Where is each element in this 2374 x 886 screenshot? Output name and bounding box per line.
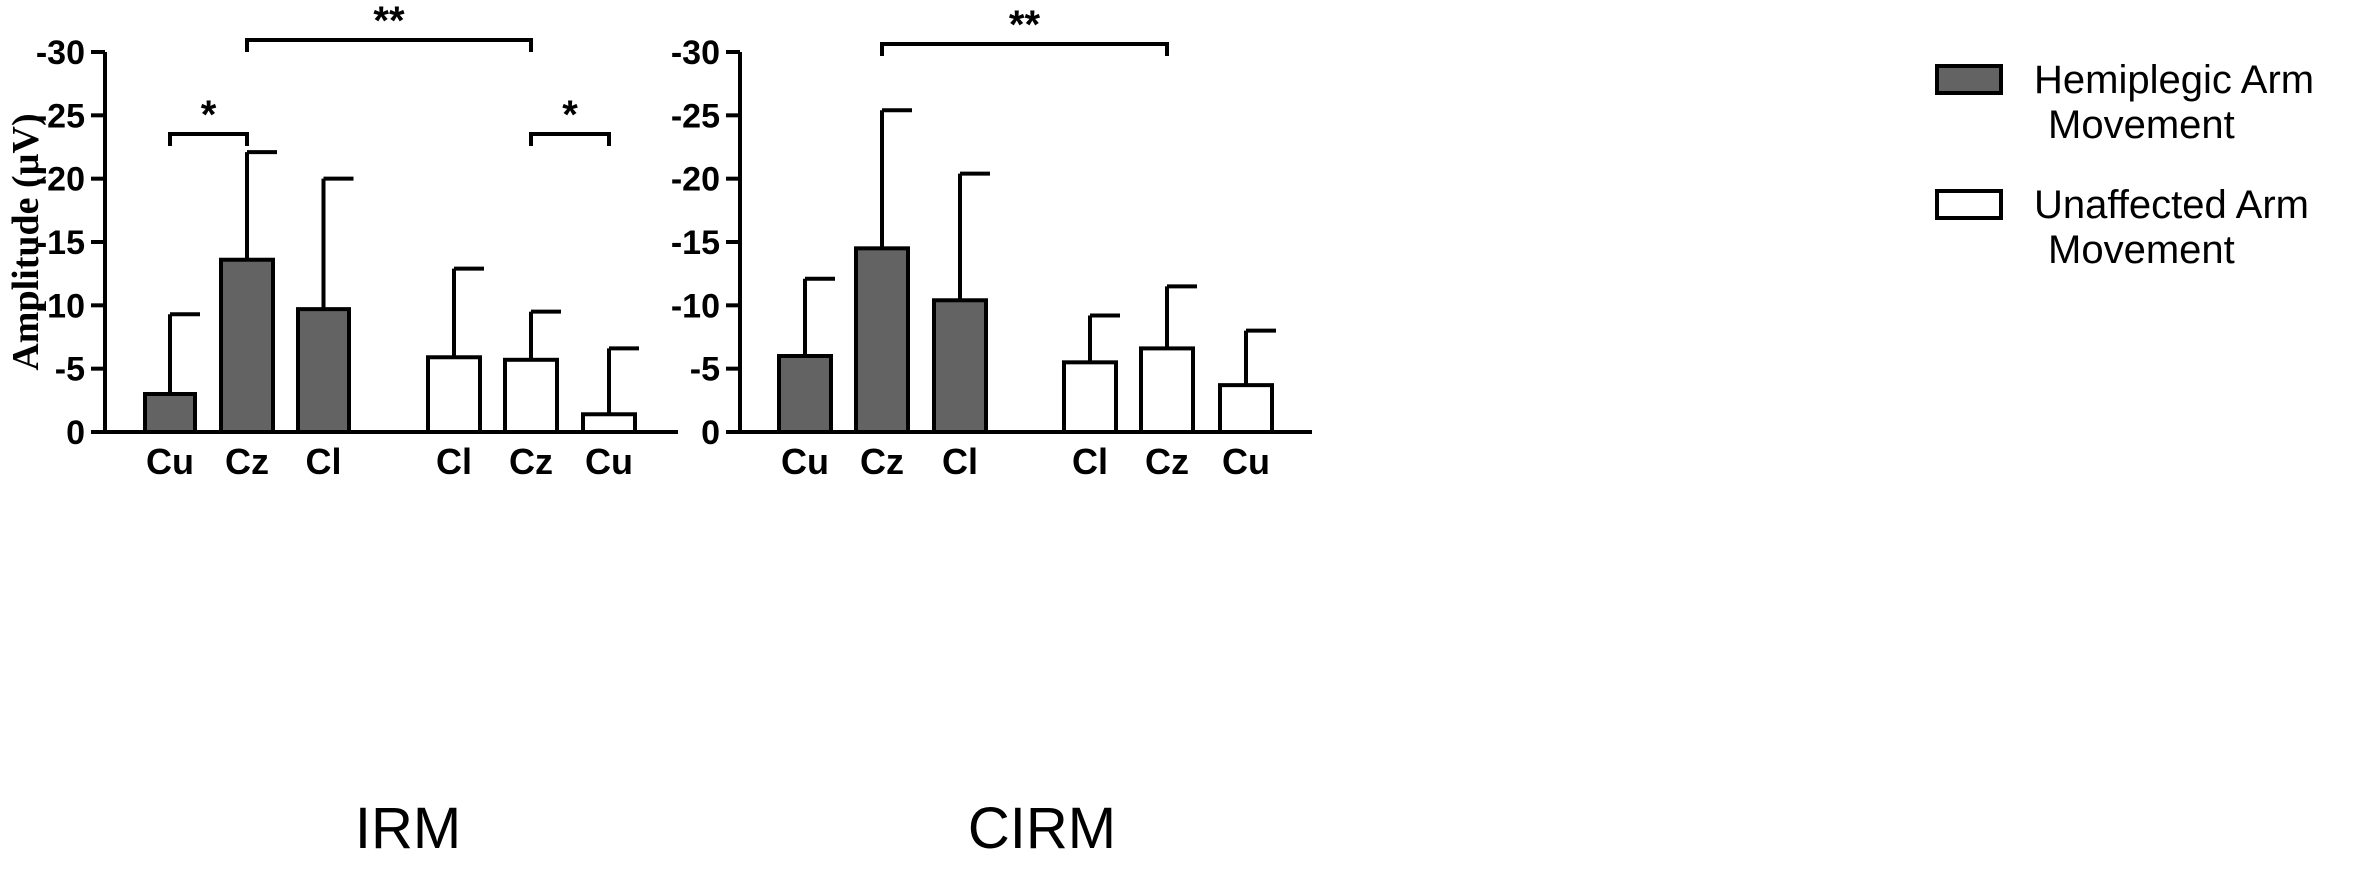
- panel-title: CIRM: [968, 796, 1116, 861]
- bar: [1062, 360, 1118, 435]
- y-tick-label: -20: [671, 161, 720, 199]
- x-category-label: Cl: [436, 441, 472, 482]
- y-tick-label: -25: [36, 97, 85, 135]
- y-tick-label: 0: [66, 414, 85, 452]
- significance-label: *: [562, 93, 578, 137]
- panel-title: IRM: [355, 796, 461, 861]
- x-category-label: Cz: [509, 441, 553, 482]
- y-tick-label: -15: [671, 224, 720, 262]
- significance-label: **: [373, 0, 405, 43]
- significance-label: **: [1009, 3, 1041, 47]
- bar: [1139, 346, 1195, 434]
- y-tick-label: -30: [671, 34, 720, 72]
- y-tick-label: -25: [671, 97, 720, 135]
- legend-swatch-hemiplegic: [1935, 64, 2003, 95]
- significance-bracket: [168, 132, 249, 146]
- legend-label: Unaffected Arm: [2034, 183, 2309, 227]
- y-tick-label: -5: [690, 351, 720, 389]
- x-category-label: Cz: [1145, 441, 1189, 482]
- legend-label: Movement: [2048, 103, 2235, 147]
- bar: [503, 357, 559, 434]
- bar: [143, 392, 197, 434]
- legend-label: Hemiplegic Arm: [2034, 58, 2314, 102]
- x-category-label: Cu: [146, 441, 194, 482]
- chart-panel-cirm: -30 -25 -20 -15 -10 -5 0 Cu Cz Cl Cl Cz Cu ** CIRM: [671, 3, 1312, 861]
- x-category-label: Cl: [1072, 441, 1108, 482]
- y-axis-title: Amplitude (µV): [5, 113, 47, 370]
- y-tick-label: -10: [36, 287, 85, 325]
- bar: [426, 355, 482, 434]
- bar: [854, 246, 910, 434]
- y-tick-label: -10: [671, 287, 720, 325]
- y-tick-label: -15: [36, 224, 85, 262]
- significance-bracket: [245, 38, 533, 52]
- bar: [777, 354, 833, 434]
- x-category-label: Cu: [781, 441, 829, 482]
- x-category-label: Cu: [1222, 441, 1270, 482]
- x-category-label: Cl: [942, 441, 978, 482]
- bar: [1218, 383, 1274, 434]
- x-category-label: Cu: [585, 441, 633, 482]
- bar: [581, 412, 637, 434]
- legend-swatch-unaffected: [1935, 189, 2003, 220]
- y-tick-label: -30: [36, 34, 85, 72]
- bar: [932, 298, 988, 434]
- bar: [296, 307, 351, 434]
- y-tick-label: -5: [55, 351, 85, 389]
- x-category-label: Cl: [306, 441, 342, 482]
- significance-bracket: [529, 132, 611, 146]
- significance-label: *: [201, 93, 217, 137]
- legend-label: Movement: [2048, 228, 2235, 272]
- x-category-label: Cz: [225, 441, 269, 482]
- significance-bracket: [880, 42, 1169, 56]
- y-tick-label: -20: [36, 161, 85, 199]
- x-category-label: Cz: [860, 441, 904, 482]
- y-tick-label: 0: [701, 414, 720, 452]
- bar: [219, 257, 275, 434]
